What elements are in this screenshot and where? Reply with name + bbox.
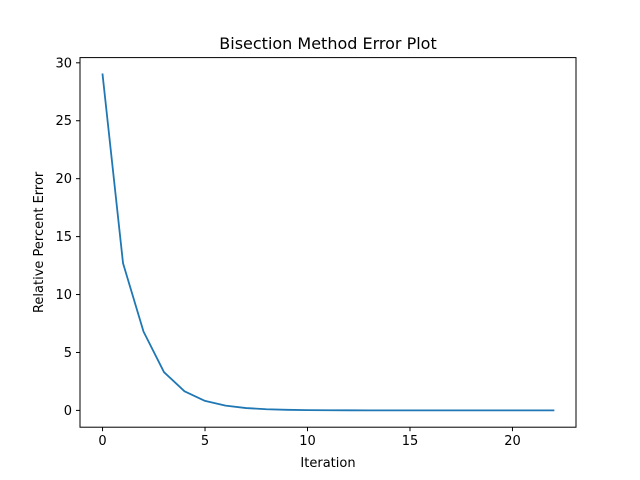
y-tick-label: 10 xyxy=(55,288,72,303)
y-axis-label: Relative Percent Error xyxy=(32,171,47,313)
x-axis-label: Iteration xyxy=(300,456,355,471)
plot-area-frame xyxy=(79,57,577,428)
x-tick-label: 5 xyxy=(201,434,209,449)
y-tick-label: 5 xyxy=(64,346,72,361)
plot-series xyxy=(101,73,555,412)
x-tick-label: 10 xyxy=(299,434,316,449)
y-tick-label: 0 xyxy=(64,404,72,419)
y-tick-label: 30 xyxy=(55,56,72,71)
y-axis-ticks: 0 5 10 15 20 25 30 xyxy=(55,56,80,419)
series-line-0 xyxy=(101,73,555,412)
x-tick-label: 0 xyxy=(98,434,106,449)
x-tick-label: 15 xyxy=(402,434,419,449)
x-axis-ticks: 0 5 10 15 20 xyxy=(98,427,521,449)
y-tick-label: 25 xyxy=(55,114,72,129)
x-tick-label: 20 xyxy=(504,434,521,449)
y-tick-label: 15 xyxy=(55,230,72,245)
y-tick-label: 20 xyxy=(55,172,72,187)
chart-title: Bisection Method Error Plot xyxy=(219,34,436,53)
